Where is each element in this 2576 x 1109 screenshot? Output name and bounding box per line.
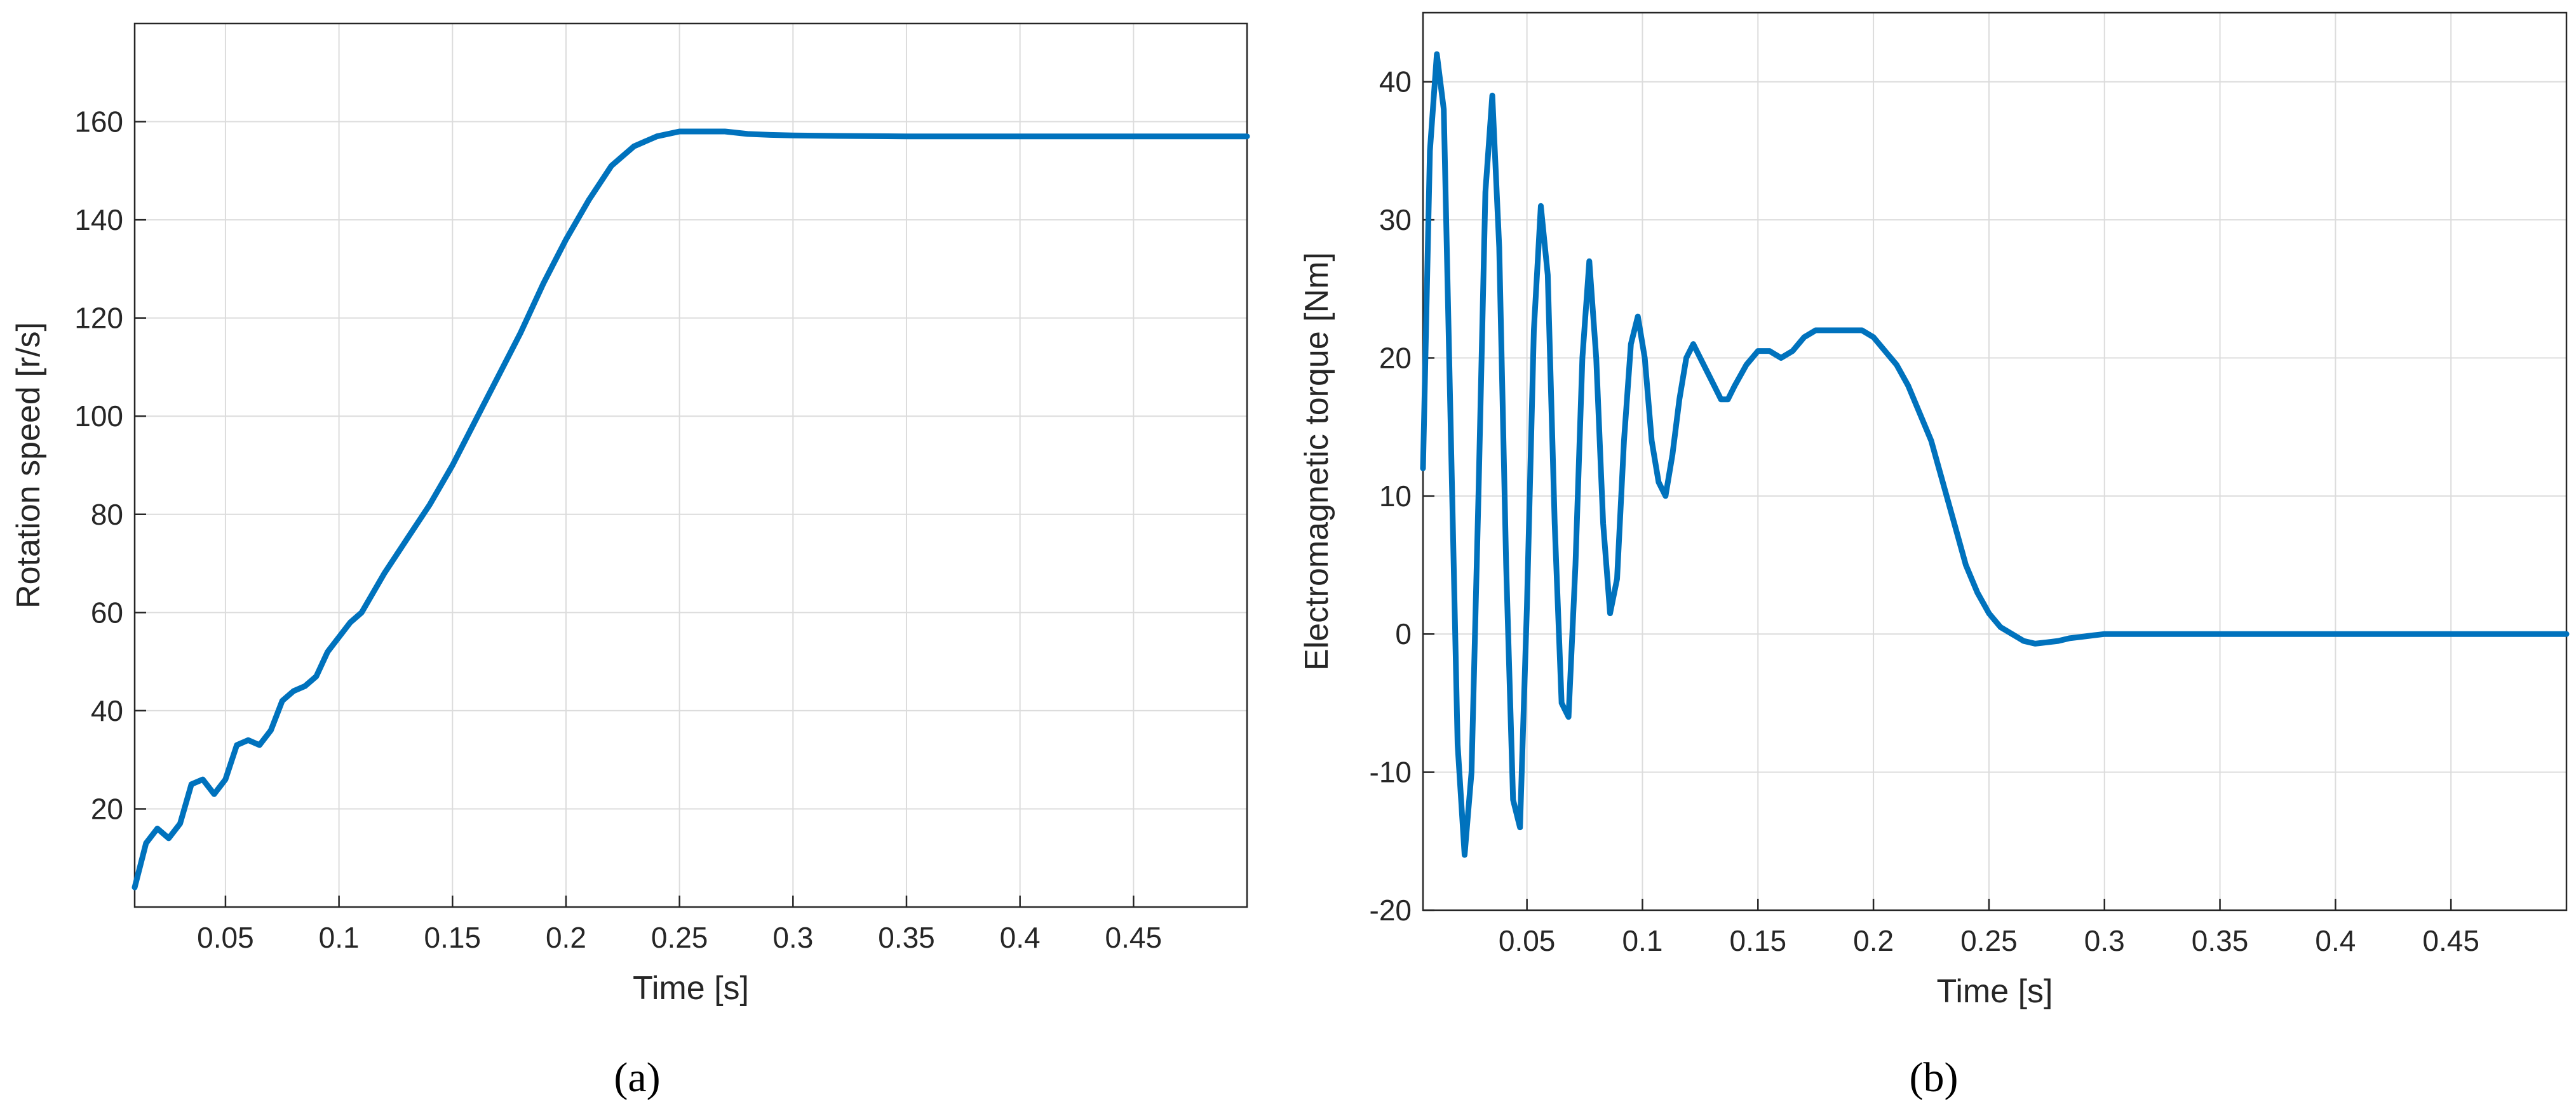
x-axis-label: Time [s] xyxy=(1937,973,2053,1010)
x-tick-label: 0.05 xyxy=(197,921,254,954)
y-tick-label: 40 xyxy=(91,694,123,727)
chart-electromagnetic-torque: 0.05 0.1 0.15 0.2 0.25 0.3 0.35 0.4 0.45 -20 -10 0 1… xyxy=(1298,11,2570,1010)
y-tick-label: 20 xyxy=(91,792,123,825)
y-axis-label: Electromagnetic torque [Nm] xyxy=(1298,252,1335,671)
y-tick-label: 140 xyxy=(74,203,123,236)
y-tick-label: 40 xyxy=(1379,65,1412,98)
series-line xyxy=(1420,51,2570,858)
x-tick-label: 0.05 xyxy=(1499,924,1556,957)
panel-label-a: (a) xyxy=(614,1054,660,1101)
series-line xyxy=(131,128,1250,891)
x-tick-label: 0.45 xyxy=(2422,924,2479,957)
y-tick-label: 20 xyxy=(1379,341,1412,374)
x-tick-label: 0.2 xyxy=(546,921,586,954)
y-tick-label: 120 xyxy=(74,302,123,335)
panel-label-b: (b) xyxy=(1910,1054,1959,1101)
x-tick-label: 0.15 xyxy=(1730,924,1787,957)
x-tick-label: 0.15 xyxy=(424,921,482,954)
y-tick-label: 80 xyxy=(91,498,123,531)
x-tick-label: 0.1 xyxy=(319,921,360,954)
x-tick-label: 0.45 xyxy=(1105,921,1163,954)
x-tick-label: 0.3 xyxy=(2084,924,2125,957)
x-tick-label: 0.4 xyxy=(1000,921,1041,954)
y-tick-label: -20 xyxy=(1370,894,1412,927)
plot-area xyxy=(1423,13,2566,910)
x-axis-label: Time [s] xyxy=(633,970,749,1007)
y-tick-label: -10 xyxy=(1370,756,1412,789)
x-tick-label: 0.25 xyxy=(1960,924,2018,957)
plot-area xyxy=(135,24,1247,907)
y-tick-label: 160 xyxy=(74,105,123,138)
y-tick-label: 60 xyxy=(91,596,123,629)
x-tick-label: 0.2 xyxy=(1853,924,1894,957)
y-axis-label: Rotation speed [r/s] xyxy=(10,322,47,608)
x-tick-label: 0.35 xyxy=(878,921,935,954)
y-tick-label: 10 xyxy=(1379,480,1412,513)
x-tick-label: 0.4 xyxy=(2315,924,2356,957)
y-tick-label: 100 xyxy=(74,400,123,433)
x-tick-label: 0.35 xyxy=(2192,924,2249,957)
x-tick-label: 0.3 xyxy=(772,921,813,954)
x-tick-label: 0.1 xyxy=(1622,924,1662,957)
x-tick-label: 0.25 xyxy=(651,921,708,954)
chart-rotation-speed: 0.05 0.1 0.15 0.2 0.25 0.3 0.35 0.4 0.45 20 40 60 80… xyxy=(10,22,1250,1007)
y-tick-label: 0 xyxy=(1395,617,1412,650)
y-tick-label: 30 xyxy=(1379,203,1412,236)
axes-box xyxy=(133,22,1248,908)
